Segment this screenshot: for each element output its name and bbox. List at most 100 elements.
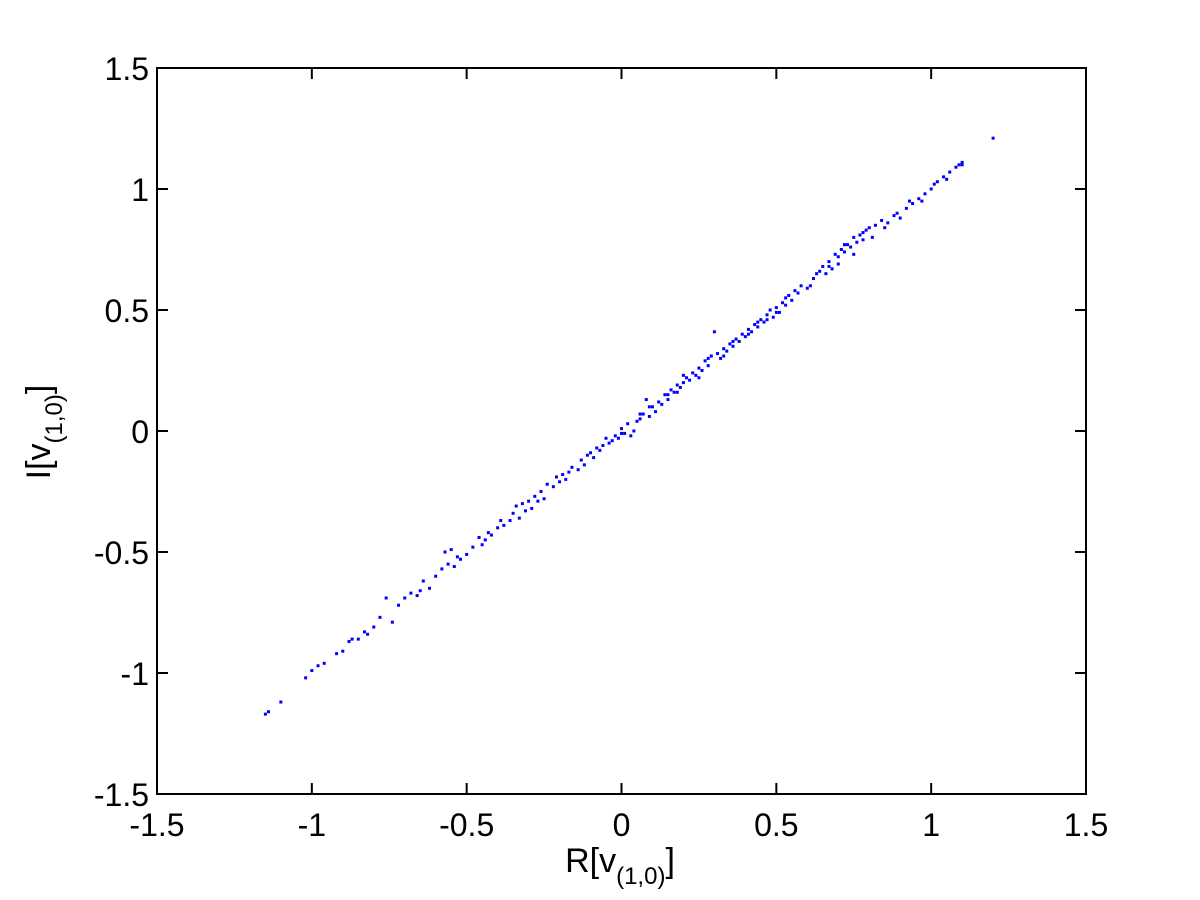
data-point [489,533,493,537]
data-point [480,543,484,547]
data-point [793,289,797,293]
data-point [650,405,654,409]
data-point [719,356,723,360]
data-point [542,497,546,501]
data-point [455,555,459,559]
data-point [554,475,558,479]
data-point [694,373,698,377]
data-point [654,410,658,414]
x-axis-label: R[v(1,0)] [565,842,675,890]
data-point [675,383,679,387]
data-point [458,557,462,561]
data-point [347,640,351,644]
data-point [530,506,534,510]
data-point [700,369,704,372]
data-point [428,586,432,590]
data-point [681,381,685,385]
x-tick-label: -0.5 [439,807,494,843]
data-point [421,579,425,583]
data-point [960,160,964,164]
axis-ticks [156,67,1087,795]
data-point [310,669,314,673]
data-point [734,337,738,341]
data-point [691,371,695,375]
data-point [477,535,481,539]
data-point [604,436,608,440]
y-tick-label: 1 [131,172,149,208]
data-point [626,422,630,426]
data-point [672,390,676,394]
y-axis-label: I[v(1,0)] [20,385,68,480]
data-point [616,436,620,440]
data-point [935,180,939,184]
data-point [886,221,890,225]
x-tick-label: 0 [613,807,631,843]
data-point [390,620,394,624]
data-point [715,352,719,356]
data-point [703,359,707,363]
data-point [403,596,407,600]
data-point [647,405,651,409]
data-point [830,267,834,271]
data-point [502,523,506,527]
data-point [514,504,518,508]
x-axis-label-sub: (1,0) [616,863,665,890]
data-point [746,327,750,331]
data-point [356,637,360,641]
data-point [657,400,661,404]
data-point [663,393,667,397]
data-point [335,652,339,656]
data-point [706,356,710,360]
data-point [520,502,524,506]
data-point [449,548,453,552]
data-point [728,342,732,346]
data-point [945,177,949,181]
data-point [852,235,856,239]
data-point [660,402,664,406]
data-point [647,414,651,418]
data-point [623,431,627,435]
data-point [533,494,537,498]
data-point [759,318,763,322]
tick-labels: -1.5 -1 -0.5 0 0.5 1 1.5 -1.5 -1 -0.5 0 0.5 1 1.5 [94,51,1108,843]
data-point [991,136,995,140]
data-point [629,434,633,438]
data-point [842,243,846,247]
data-point [895,211,899,215]
data-point [774,306,778,310]
data-point [585,453,589,457]
data-point [681,373,685,377]
data-point [366,632,370,636]
x-tick-label: 1.5 [1064,807,1108,843]
data-point [486,531,490,535]
x-tick-label: -1.5 [129,807,184,843]
y-axis-label-sub: (1,0) [41,394,68,443]
data-point [613,434,617,438]
data-point [784,303,788,307]
data-point [771,315,775,319]
data-point [434,574,438,578]
data-point [867,226,871,230]
y-axis-label-close: ] [20,385,58,394]
data-point [362,630,366,634]
data-point [811,277,815,281]
data-point [539,490,543,493]
data-point [582,463,586,467]
y-tick-label: -0.5 [94,535,149,571]
data-point [465,552,469,556]
x-axis-label-close: ] [665,842,674,880]
data-point [836,262,840,266]
data-point [942,175,946,179]
data-point [443,550,447,554]
data-point [712,330,716,334]
data-point [418,589,422,593]
data-point [768,308,772,312]
x-tick-label: 1 [922,807,940,843]
data-point [842,250,846,254]
x-axis-label-main: R[v [565,842,616,880]
data-point [601,444,605,448]
data-point [883,226,887,230]
data-point [864,228,868,232]
plot-area [156,67,1087,795]
data-point [765,318,769,322]
